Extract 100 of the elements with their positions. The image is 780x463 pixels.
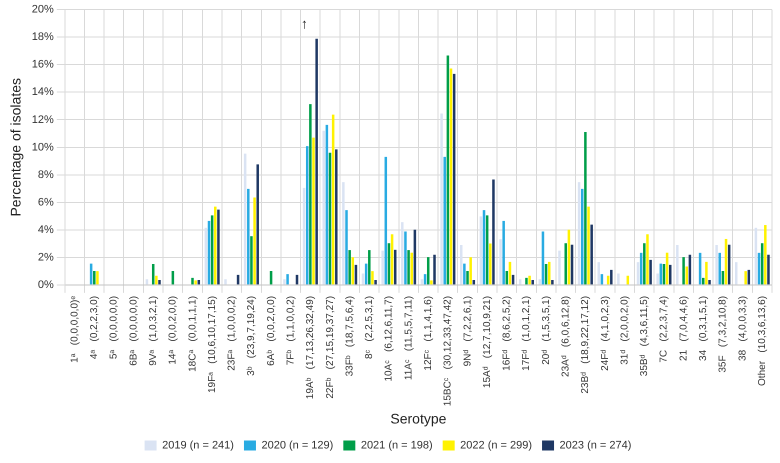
bar (715, 245, 718, 284)
bar (460, 245, 462, 284)
bar (296, 274, 298, 284)
bar (312, 138, 315, 284)
bar (306, 146, 308, 284)
bar (401, 222, 404, 284)
x-tick-label: 23Fᵃ (1,0,0,0,2) (226, 296, 238, 371)
bar (760, 243, 764, 284)
bar (452, 74, 456, 284)
bar (446, 55, 450, 284)
x-tick-label: 11Aᶜ (11,5,5,7,11) (403, 296, 414, 380)
bar (682, 257, 685, 284)
bar (617, 273, 620, 284)
x-tick-label: 6Bᵃ (0,0,0,0,0) (128, 296, 140, 366)
bar (640, 252, 642, 284)
bar (374, 280, 377, 284)
bar (472, 280, 476, 284)
bar (394, 250, 396, 284)
x-tick-label: 15BCᶜ (30,12,33,47,42) (442, 296, 454, 406)
bar (253, 198, 256, 284)
bar (348, 250, 351, 284)
bar (676, 245, 679, 284)
x-axis-title: Serotype (390, 410, 447, 426)
bar (172, 271, 174, 284)
bar (414, 230, 416, 284)
y-tick-label: 4% (38, 224, 54, 236)
bar (158, 280, 161, 284)
bar (198, 280, 200, 284)
bar (724, 238, 728, 284)
bar (666, 252, 668, 284)
bar (302, 188, 306, 284)
x-tick-label: 34 (0,3,1,5,1) (698, 296, 709, 361)
x-tick-label: 20ᵈ (1,5,3,5,1) (540, 296, 552, 365)
x-tick-label: 7C (2,2,3,7,4) (658, 296, 670, 363)
x-tick-label: 1ᵃ (0,0,0,0,0)ᵉ (69, 296, 80, 363)
bar (754, 228, 758, 284)
bar (247, 188, 250, 284)
bar (407, 250, 410, 284)
bar (698, 252, 702, 284)
bar (764, 225, 767, 284)
x-tick-label: 22Fᵇ (27,15,19,37,27) (324, 296, 336, 399)
bar (450, 68, 452, 284)
bar (381, 250, 384, 284)
y-tick-label: 20% (32, 4, 54, 16)
bar (626, 276, 630, 284)
bar (236, 274, 240, 284)
bar (342, 182, 345, 284)
bar (486, 215, 488, 284)
x-tick-label: 19Aᵇ (17,13,26,32,49) (305, 296, 316, 400)
bar (722, 271, 724, 284)
bar (328, 152, 332, 284)
bar (335, 149, 338, 284)
x-tick-label: 14ᵃ (0,0,2,0,0) (168, 296, 179, 365)
bar (250, 236, 253, 284)
bar (322, 130, 325, 284)
bar (525, 278, 528, 284)
x-tick-label: 17Fᵈ (1,0,1,2,1) (521, 296, 532, 371)
bar (433, 254, 436, 284)
x-tick-label: 35Bᵈ (4,3,6,11,5) (639, 296, 650, 376)
bar (480, 216, 482, 284)
y-tick-label: 14% (32, 86, 54, 98)
x-tick-label: Other (10,3,6,13,6) (756, 296, 768, 386)
bar (384, 156, 388, 284)
bar (590, 224, 593, 284)
bar (636, 262, 640, 284)
bar (90, 264, 92, 284)
bar (767, 254, 770, 284)
y-tick-label: 18% (32, 31, 54, 44)
legend-label: 2019 (n = 241) (162, 440, 234, 452)
bar (440, 114, 443, 284)
bar (656, 273, 659, 284)
legend-label: 2021 (n = 198) (360, 440, 433, 452)
bar (489, 243, 492, 284)
bar (410, 252, 413, 284)
bar (362, 273, 364, 284)
bar (578, 182, 580, 284)
bar (748, 270, 750, 284)
x-tick-label: 7Fᵇ (1,1,0,0,2) (285, 296, 296, 366)
x-tick-label: 31ᵈ (2,0,0,2,0) (619, 296, 630, 365)
x-tick-label: 4ᵃ (0,2,2,3,0) (89, 296, 100, 360)
bar (466, 271, 469, 284)
bar (309, 104, 312, 284)
bar (224, 279, 227, 284)
bar (499, 239, 502, 284)
bar (512, 274, 514, 284)
bar (244, 154, 246, 284)
x-tick-label: 6Aᵇ (0,0,2,0,0) (266, 296, 277, 366)
bar (542, 232, 544, 284)
y-tick-label: 16% (32, 58, 54, 71)
bar (364, 264, 368, 284)
bar (506, 271, 508, 284)
bar (568, 230, 570, 284)
x-tick-label: 38 (4,0,0,3,3) (737, 296, 748, 361)
x-tick-label: 23Bᵈ (18,9,22,17,12) (580, 296, 592, 394)
annotation: ↑ (300, 16, 308, 32)
bar (600, 274, 604, 284)
y-tick-label: 2% (38, 251, 54, 264)
bar (734, 262, 738, 284)
bar (718, 252, 722, 284)
bar (685, 266, 688, 284)
